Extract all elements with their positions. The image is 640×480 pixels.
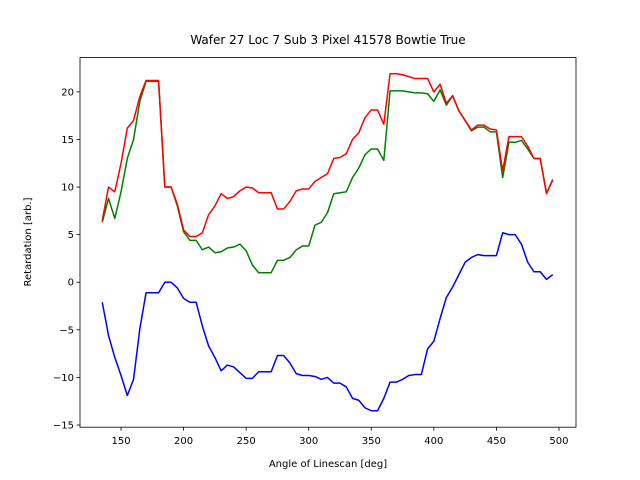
- series-line: [101, 73, 554, 238]
- y-tick-label: 10: [61, 183, 74, 194]
- x-tick-label: 300: [299, 436, 318, 447]
- y-tick-label: −10: [53, 373, 74, 384]
- y-tick-label: 20: [61, 87, 74, 98]
- y-axis-label: Retardation [arb.]: [23, 197, 34, 286]
- y-tick-label: 0: [68, 278, 74, 289]
- y-tick-label: 15: [61, 135, 74, 146]
- series-line: [101, 231, 554, 412]
- y-tick-label: −15: [53, 421, 74, 432]
- x-tick-label: 400: [424, 436, 443, 447]
- y-tick-label: 5: [68, 230, 74, 241]
- x-tick-label: 500: [549, 436, 568, 447]
- chart-title: Wafer 27 Loc 7 Sub 3 Pixel 41578 Bowtie …: [190, 33, 465, 47]
- x-tick-label: 150: [111, 436, 130, 447]
- x-tick-label: 250: [237, 436, 256, 447]
- plot-frame: [79, 57, 577, 428]
- series-line: [101, 80, 554, 274]
- x-tick-label: 200: [174, 436, 193, 447]
- x-tick-label: 450: [487, 436, 506, 447]
- y-tick-label: −5: [59, 325, 74, 336]
- x-axis-label: Angle of Linescan [deg]: [269, 459, 387, 470]
- x-tick-label: 350: [362, 436, 381, 447]
